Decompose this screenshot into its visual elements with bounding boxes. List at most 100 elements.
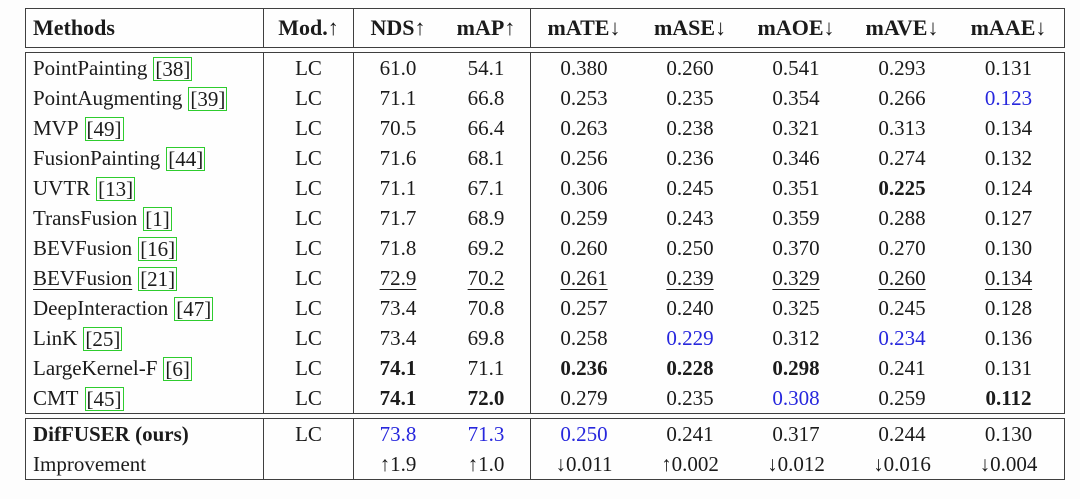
citation-link[interactable]: [1] [143,206,172,232]
metric-cell: 61.0 [379,55,417,80]
metric-cell: 0.235 [666,85,714,110]
citation-link[interactable]: [38] [153,56,193,82]
metric-cell: 0.250 [666,235,714,260]
metric-cell: ↓0.011 [555,451,613,476]
metric-cell: 74.1 [379,355,417,380]
citation-link[interactable]: [6] [163,356,192,382]
metric-cell: 71.7 [379,205,417,230]
metric-cell: 0.123 [984,85,1033,110]
metric-cell: 0.245 [878,295,926,320]
column-header-methods: Methods [26,9,264,47]
modality-cell: LC [264,293,354,323]
arrow-down-icon: ↓ [823,15,835,40]
metric-cell: 0.380 [560,55,608,80]
column-header-label: mATE [547,15,610,40]
metric-cell: 0.132 [984,145,1033,170]
column-header-label: mAAE [970,15,1036,40]
metric-cell: 0.134 [984,265,1033,290]
metric-cell: 71.1 [442,353,531,383]
method-name: LargeKernel-F [33,355,158,380]
metric-cell: 71.8 [379,235,417,260]
metric-cell: 0.127 [984,205,1033,230]
metric-cell: 0.298 [772,355,820,380]
citation-link[interactable]: [49] [84,116,124,142]
metric-cell: 0.308 [772,385,820,410]
metric-cell: 0.257 [560,295,608,320]
metric-cell: 0.351 [772,175,820,200]
table-body: PointPainting [38] LC 61.0 54.1 0.380 0.260 0.5… [25,52,1065,414]
modality-cell: LC [264,323,354,353]
metric-cell: 0.258 [560,325,608,350]
metric-cell: 0.312 [772,325,820,350]
metric-cell: 66.8 [442,83,531,113]
citation-link[interactable]: [47] [174,296,214,322]
modality-cell [264,449,354,479]
metric-cell: ↑1.9 [379,451,417,476]
column-header-mod: Mod. ↑ [264,9,354,47]
metric-cell: 0.234 [878,325,926,350]
metric-cell: 0.256 [560,145,608,170]
method-name: TransFusion [33,205,138,230]
metric-cell: 0.270 [878,235,926,260]
metric-cell: 0.266 [878,85,926,110]
metric-cell: 0.346 [772,145,820,170]
metric-cell: 0.263 [560,115,608,140]
metric-cell: 71.1 [379,175,417,200]
method-cell: BEVFusion [16] [26,233,264,263]
metric-cell: 0.259 [878,385,926,410]
metric-cell: 0.128 [984,295,1033,320]
metric-cell: 0.228 [666,355,714,380]
method-name: UVTR [33,175,91,200]
modality-cell: LC [264,143,354,173]
metric-cell: 0.240 [666,295,714,320]
method-cell: MVP [49] [26,113,264,143]
modality-cell: LC [264,383,354,413]
method-name: CMT [33,385,79,410]
modality-cell: LC [264,263,354,293]
metric-cell: 71.3 [442,419,531,449]
method-name: FusionPainting [33,145,161,170]
metric-cell: 0.235 [666,385,714,410]
citation-link[interactable]: [13] [96,176,136,202]
metric-cell: 0.329 [772,265,820,290]
method-name: Improvement [33,451,147,476]
metric-cell: ↓0.012 [767,451,825,476]
method-name: MVP [33,115,79,140]
method-cell: LargeKernel-F [6] [26,353,264,383]
metric-cell: 0.370 [772,235,820,260]
method-name: BEVFusion [33,235,133,260]
metric-cell: 0.238 [666,115,714,140]
metric-cell: 0.250 [560,421,608,446]
metric-cell: 73.4 [379,295,417,320]
metric-cell: 0.321 [772,115,820,140]
metric-cell: 70.8 [442,293,531,323]
method-name: PointPainting [33,55,148,80]
column-header-label: mAOE [757,15,824,40]
citation-link[interactable]: [45] [84,386,124,412]
metric-cell: 73.4 [379,325,417,350]
metric-cell: 0.325 [772,295,820,320]
method-cell: UVTR [13] [26,173,264,203]
column-header-map: mAP ↑ [442,9,531,47]
method-name: DeepInteraction [33,295,169,320]
metric-cell: 0.253 [560,85,608,110]
column-header-mase: mASE ↓ [637,9,743,47]
citation-link[interactable]: [16] [138,236,178,262]
column-header-label: Methods [33,15,115,40]
metric-cell: 0.293 [878,55,926,80]
metric-cell: ↑0.002 [661,451,719,476]
citation-link[interactable]: [25] [83,326,123,352]
modality-cell: LC [264,113,354,143]
citation-link[interactable]: [21] [138,266,178,292]
citation-link[interactable]: [39] [188,86,228,112]
method-cell: PointAugmenting [39] [26,83,264,113]
metric-cell: 0.236 [560,355,608,380]
metric-cell: 0.131 [984,355,1033,380]
citation-link[interactable]: [44] [166,146,206,172]
results-table: Methods Mod. ↑ NDS ↑ mAP ↑ mATE ↓ mASE ↓ mAOE ↓ mAVE ↓… [25,8,1065,484]
method-name: BEVFusion [33,265,133,290]
metric-cell: 0.306 [560,175,608,200]
metric-cell: 0.244 [878,421,926,446]
metric-cell: 0.245 [666,175,714,200]
column-header-maoe: mAOE ↓ [743,9,849,47]
